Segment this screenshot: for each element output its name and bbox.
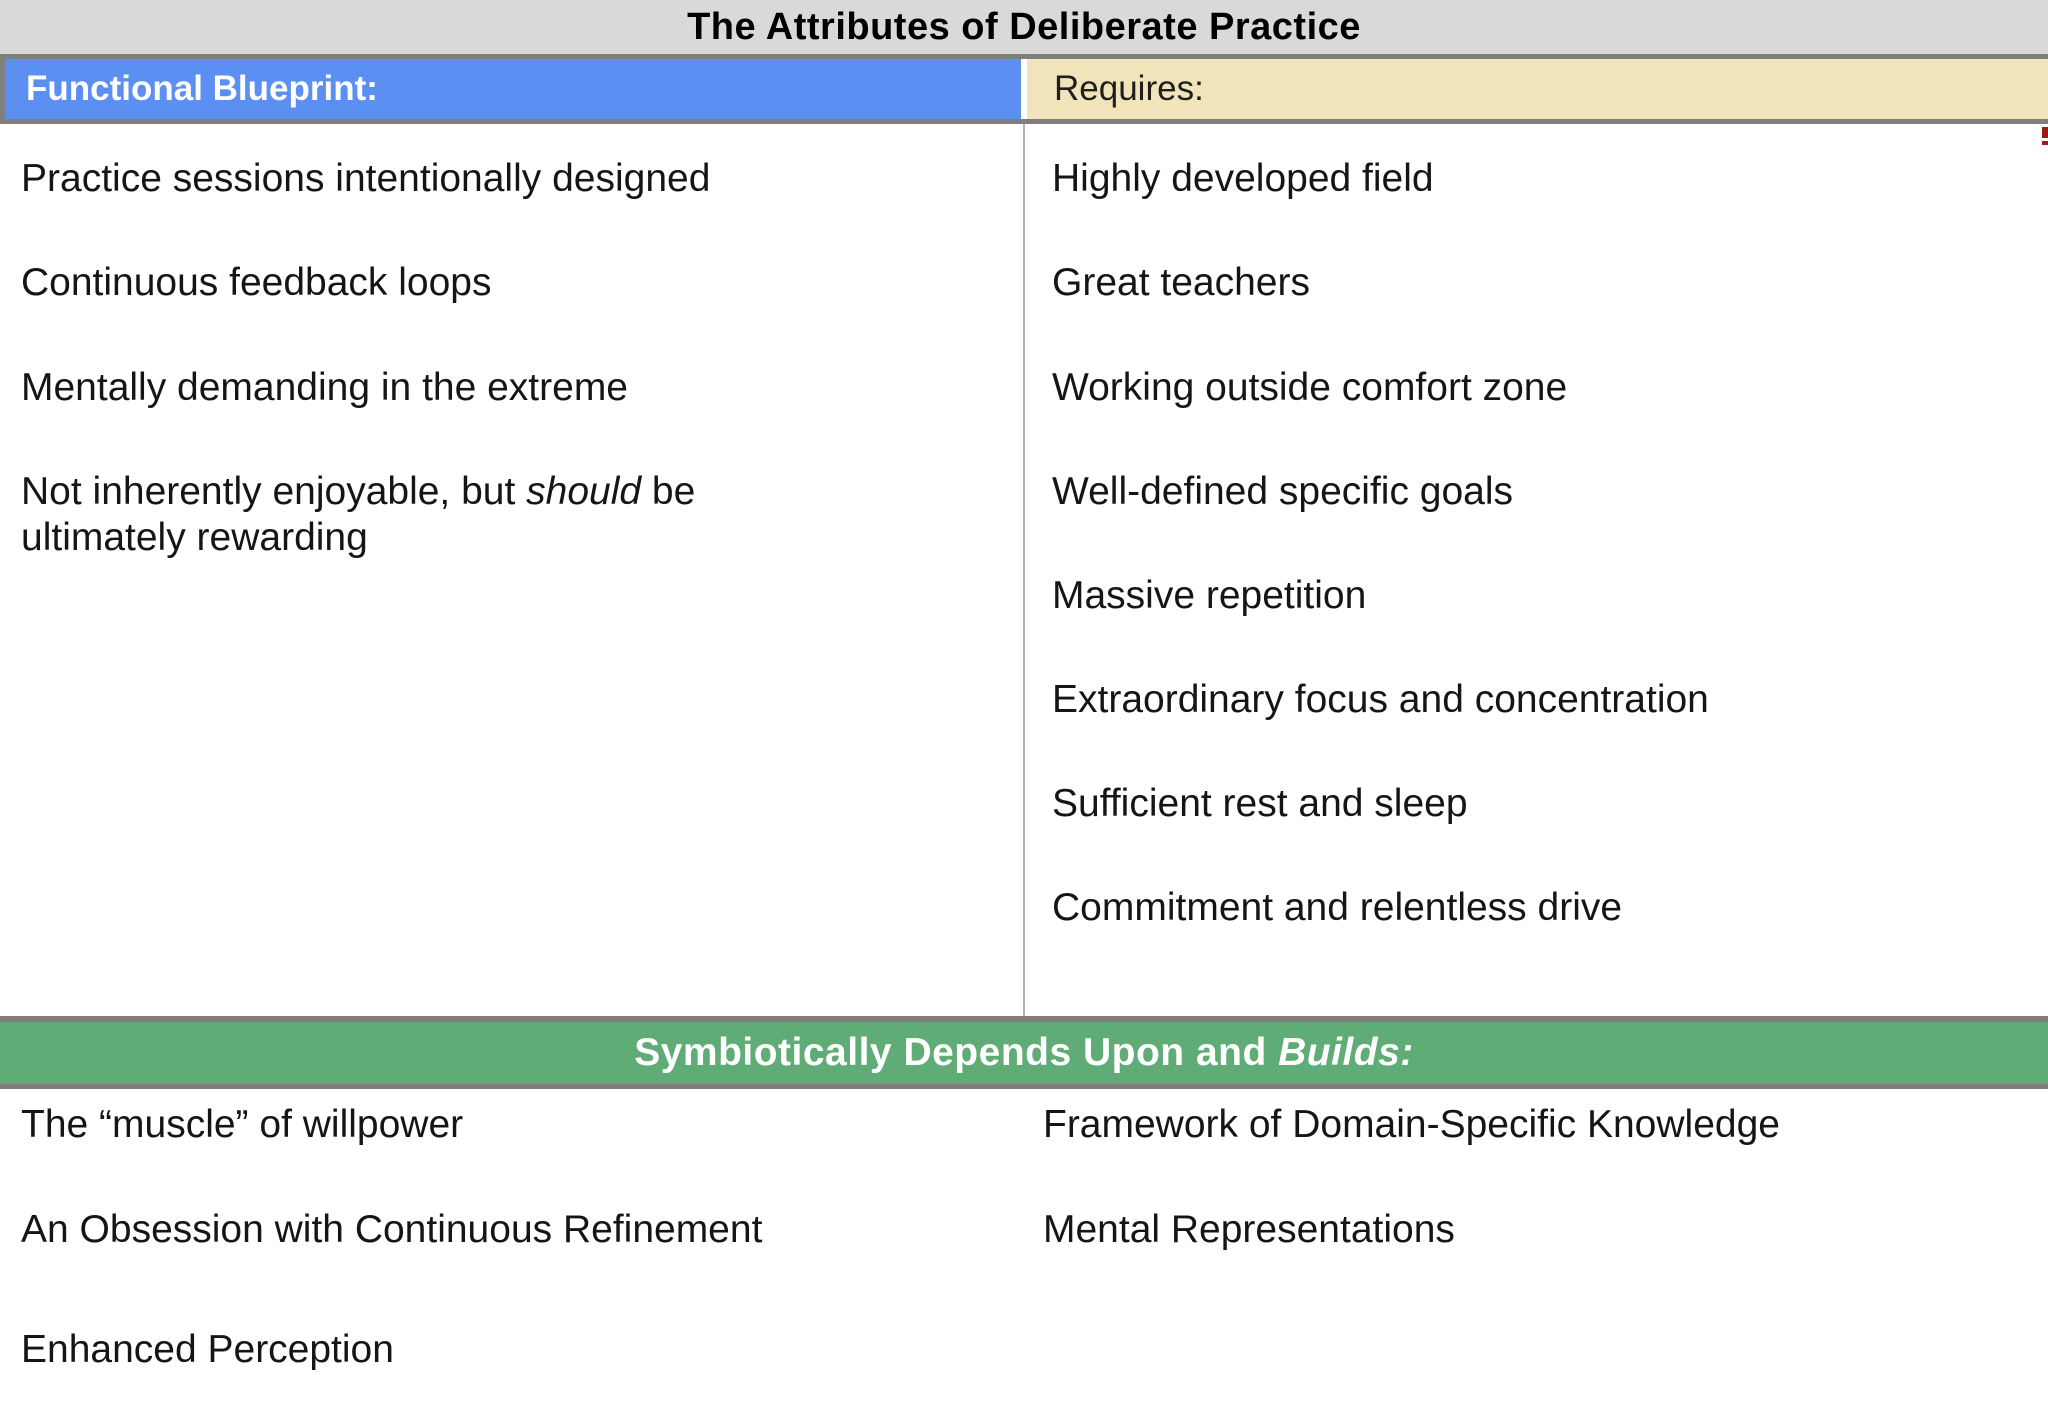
- symbiotic-banner-label: Symbiotically Depends Upon and Builds:: [634, 1031, 1414, 1075]
- depends-item: Mental Representations: [1043, 1208, 1455, 1251]
- requires-item: Extraordinary focus and concentration: [1052, 678, 1709, 721]
- header-cell-functional-blueprint: Functional Blueprint:: [5, 59, 1021, 119]
- header-cell-gap: [1021, 59, 1027, 119]
- blueprint-item-text: Not inherently enjoyable, but: [21, 470, 527, 513]
- banner-text-italic: Builds:: [1278, 1031, 1414, 1074]
- depends-item: An Obsession with Continuous Refinement: [21, 1208, 763, 1251]
- red-edge-marker-bar: [2042, 127, 2048, 138]
- column-divider: [1023, 124, 1025, 1016]
- symbiotic-banner: Symbiotically Depends Upon and Builds:: [0, 1016, 2048, 1089]
- requires-item: Sufficient rest and sleep: [1052, 782, 1468, 825]
- requires-item: Working outside comfort zone: [1052, 366, 1568, 409]
- header-row: Functional Blueprint: Requires:: [0, 59, 2048, 124]
- header-label-functional-blueprint: Functional Blueprint:: [26, 69, 378, 108]
- header-label-requires: Requires:: [1054, 69, 1204, 108]
- title-bar: The Attributes of Deliberate Practice: [0, 0, 2048, 59]
- red-edge-marker-icon: [2042, 127, 2048, 145]
- header-cell-requires: Requires:: [1027, 59, 2048, 119]
- depends-item: Enhanced Perception: [21, 1328, 394, 1371]
- red-edge-marker-dot: [2042, 141, 2048, 145]
- requires-item: Commitment and relentless drive: [1052, 886, 1623, 929]
- blueprint-item: Practice sessions intentionally designed: [21, 157, 711, 200]
- requires-item: Great teachers: [1052, 261, 1310, 304]
- depends-item: The “muscle” of willpower: [21, 1103, 464, 1146]
- blueprint-item: Continuous feedback loops: [21, 261, 492, 304]
- blueprint-item: Mentally demanding in the extreme: [21, 366, 628, 409]
- requires-item: Well-defined specific goals: [1052, 470, 1514, 513]
- requires-item: Highly developed field: [1052, 157, 1434, 200]
- requires-item: Massive repetition: [1052, 574, 1367, 617]
- banner-text: Symbiotically Depends Upon and: [634, 1031, 1279, 1074]
- blueprint-item-text: be ultimately rewarding: [21, 470, 696, 559]
- header-left-border: [0, 59, 5, 119]
- blueprint-item-italic: should: [526, 470, 642, 513]
- page-title: The Attributes of Deliberate Practice: [687, 5, 1361, 48]
- blueprint-item: Not inherently enjoyable, but should be …: [21, 469, 881, 561]
- depends-item: Framework of Domain-Specific Knowledge: [1043, 1103, 1780, 1146]
